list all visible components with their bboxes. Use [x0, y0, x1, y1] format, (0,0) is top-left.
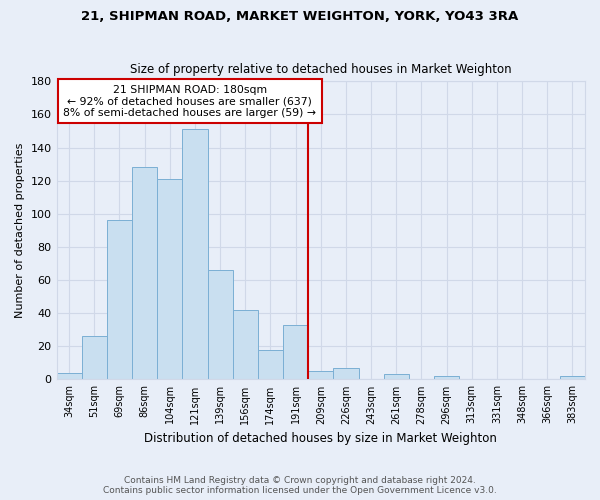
Bar [56, 373, 82, 380]
Bar [434, 376, 459, 380]
Text: 21, SHIPMAN ROAD, MARKET WEIGHTON, YORK, YO43 3RA: 21, SHIPMAN ROAD, MARKET WEIGHTON, YORK,… [82, 10, 518, 23]
Text: 21 SHIPMAN ROAD: 180sqm
← 92% of detached houses are smaller (637)
8% of semi-de: 21 SHIPMAN ROAD: 180sqm ← 92% of detache… [64, 84, 316, 118]
Bar [157, 179, 182, 380]
X-axis label: Distribution of detached houses by size in Market Weighton: Distribution of detached houses by size … [145, 432, 497, 445]
Bar [233, 310, 258, 380]
Y-axis label: Number of detached properties: Number of detached properties [15, 142, 25, 318]
Bar [182, 130, 208, 380]
Bar [208, 270, 233, 380]
Bar [560, 376, 585, 380]
Bar [334, 368, 359, 380]
Bar [283, 325, 308, 380]
Bar [132, 168, 157, 380]
Title: Size of property relative to detached houses in Market Weighton: Size of property relative to detached ho… [130, 63, 512, 76]
Bar [82, 336, 107, 380]
Bar [258, 350, 283, 380]
Bar [107, 220, 132, 380]
Bar [308, 371, 334, 380]
Bar [383, 374, 409, 380]
Text: Contains HM Land Registry data © Crown copyright and database right 2024.
Contai: Contains HM Land Registry data © Crown c… [103, 476, 497, 495]
